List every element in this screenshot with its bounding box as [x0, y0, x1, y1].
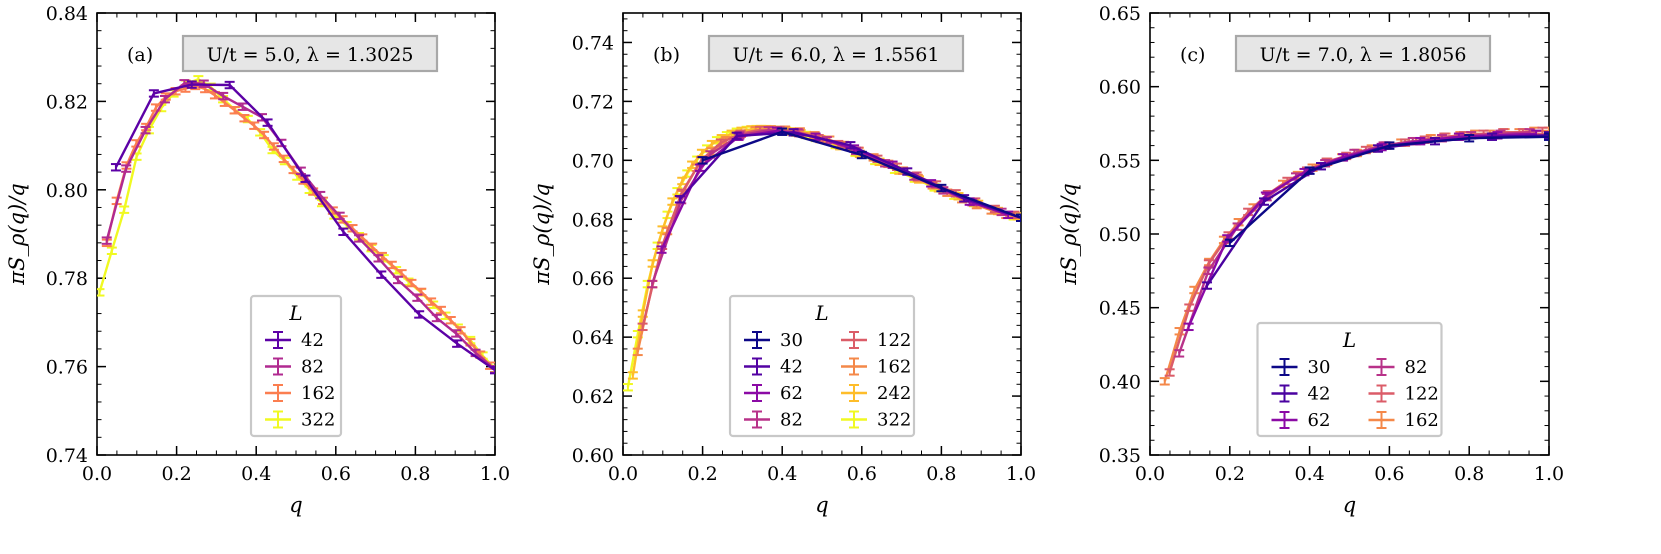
legend-label-L30: 30 [1308, 357, 1331, 378]
legend-label-L162: 162 [301, 383, 335, 404]
x-tick-label: 0.6 [321, 463, 351, 485]
y-axis-title: πS_ρ(q)/q [5, 183, 29, 285]
legend-label-L42: 42 [1308, 384, 1331, 405]
y-tick-label: 0.60 [1099, 77, 1141, 99]
y-tick-label: 0.62 [572, 386, 614, 408]
y-tick-label: 0.66 [572, 268, 614, 290]
x-tick-label: 0.0 [608, 463, 638, 485]
legend-title: L [1342, 328, 1356, 352]
y-tick-label: 0.45 [1099, 298, 1141, 320]
x-tick-label: 1.0 [480, 463, 510, 485]
series-group [1159, 126, 1549, 386]
y-tick-label: 0.70 [572, 150, 614, 172]
legend-label-L62: 62 [1308, 410, 1331, 431]
annotation-text: U/t = 7.0, λ = 1.8056 [1260, 44, 1467, 66]
y-tick-label: 0.50 [1099, 224, 1141, 246]
x-tick-label: 0.0 [1135, 463, 1165, 485]
y-tick-label: 0.74 [572, 32, 614, 54]
x-tick-label: 1.0 [1006, 463, 1036, 485]
x-tick-label: 0.8 [1454, 463, 1484, 485]
y-tick-label: 0.76 [46, 357, 88, 379]
x-axis-title: q [815, 493, 828, 517]
x-tick-label: 0.2 [687, 463, 717, 485]
legend-label-L82: 82 [1405, 357, 1428, 378]
annotation-box [181, 34, 439, 73]
legend-label-L162: 162 [1405, 410, 1439, 431]
legend-title: L [814, 301, 828, 325]
y-axis-title: πS_ρ(q)/q [1057, 183, 1081, 285]
y-tick-label: 0.84 [46, 3, 88, 25]
legend-label-L122: 122 [877, 330, 911, 351]
x-axis-title: q [1343, 493, 1356, 517]
x-tick-label: 0.6 [847, 463, 877, 485]
x-tick-label: 0.4 [1294, 463, 1324, 485]
legend-label-L122: 122 [1405, 384, 1439, 405]
annotation-text: U/t = 6.0, λ = 1.5561 [733, 44, 940, 66]
chart-panel-1: 0.0 0.2 0.4 0.6 0.8 1.0 0.74 0.76 0.78 0.80 0.82 0.… [5, 3, 510, 517]
legend-title: L [288, 301, 302, 325]
y-tick-label: 0.65 [1099, 3, 1141, 25]
legend-label-L322: 322 [877, 410, 911, 431]
y-tick-label: 0.82 [46, 91, 88, 113]
x-tick-label: 0.8 [400, 463, 430, 485]
legend-label-L42: 42 [301, 330, 324, 351]
annotation-text: U/t = 5.0, λ = 1.3025 [207, 44, 414, 66]
x-tick-label: 1.0 [1534, 463, 1564, 485]
annotation-box [707, 34, 965, 73]
x-tick-label: 0.8 [926, 463, 956, 485]
legend-box [728, 294, 916, 438]
x-tick-label: 0.0 [82, 463, 112, 485]
x-tick-label: 0.4 [241, 463, 271, 485]
panel-tag: (c) [1180, 44, 1205, 66]
y-tick-label: 0.40 [1099, 371, 1141, 393]
series-group [623, 124, 1021, 392]
y-tick-label: 0.68 [572, 209, 614, 231]
legend-label-L82: 82 [780, 410, 803, 431]
x-tick-label: 0.2 [1215, 463, 1245, 485]
x-tick-label: 0.6 [1374, 463, 1404, 485]
y-tick-label: 0.60 [572, 445, 614, 467]
y-axis-title: πS_ρ(q)/q [530, 183, 554, 285]
panel-tag: (a) [127, 44, 153, 66]
panel-tag: (b) [653, 44, 680, 66]
y-tick-label: 0.72 [572, 91, 614, 113]
x-axis-title: q [289, 493, 302, 517]
legend-label-L322: 322 [301, 410, 335, 431]
y-tick-label: 0.80 [46, 180, 88, 202]
legend-label-L162: 162 [877, 357, 911, 378]
legend-label-L42: 42 [780, 357, 803, 378]
legend-label-L62: 62 [780, 383, 803, 404]
legend-label-L30: 30 [780, 330, 803, 351]
legend-label-L82: 82 [301, 357, 324, 378]
y-tick-label: 0.35 [1099, 445, 1141, 467]
x-tick-label: 0.2 [161, 463, 191, 485]
chart-panel-2: 0.0 0.2 0.4 0.6 0.8 1.0 0.60 0.62 0.64 0.66 0.68 0.… [530, 12, 1036, 517]
y-tick-label: 0.64 [572, 327, 614, 349]
annotation-box [1234, 34, 1492, 73]
y-tick-label: 0.55 [1099, 150, 1141, 172]
legend-box [1256, 321, 1443, 438]
series-group [97, 75, 495, 375]
x-tick-label: 0.4 [767, 463, 797, 485]
chart-panel-3: 0.0 0.2 0.4 0.6 0.8 1.0 0.35 0.40 0.45 0.50 0.55 0.… [1057, 3, 1564, 517]
y-tick-label: 0.74 [46, 445, 88, 467]
legend-label-L242: 242 [877, 383, 911, 404]
y-tick-label: 0.78 [46, 268, 88, 290]
